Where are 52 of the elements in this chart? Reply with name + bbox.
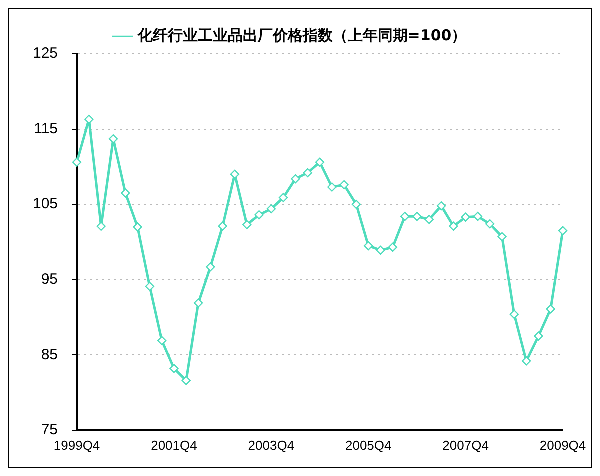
point: [291, 174, 300, 184]
x-tick-label: 2001Q4: [151, 438, 198, 453]
point: [376, 246, 386, 256]
x-tick-label: 2009Q4: [540, 438, 586, 453]
point: [328, 182, 337, 192]
point: [449, 222, 458, 231]
point: [170, 364, 179, 374]
point: [498, 232, 507, 242]
point: [182, 376, 191, 386]
x-tick-label: 2003Q4: [248, 438, 295, 453]
point: [412, 212, 422, 222]
point: [436, 201, 446, 211]
point: [558, 226, 568, 236]
point: [388, 242, 398, 252]
point: [266, 204, 276, 214]
point: [522, 356, 532, 366]
point: [424, 215, 434, 224]
point: [121, 188, 130, 198]
point: [206, 262, 216, 272]
x-tick-label: 2005Q4: [345, 438, 392, 453]
point: [352, 200, 362, 210]
legend-label: 化纤行业工业品出厂价格指数（上年同期=100）: [136, 26, 467, 44]
point: [340, 180, 349, 190]
point: [400, 212, 410, 222]
point: [278, 193, 288, 202]
point: [364, 241, 374, 251]
point: [157, 336, 167, 346]
y-tick-label: 95: [41, 270, 58, 288]
point: [546, 304, 556, 314]
x-tick-label: 1999Q4: [54, 438, 100, 453]
point: [473, 212, 483, 222]
point: [315, 158, 325, 168]
x-tick-label: 2007Q4: [442, 438, 489, 453]
y-tick-label: 105: [32, 196, 58, 213]
point: [145, 282, 155, 292]
y-tick-label: 125: [32, 45, 58, 62]
point: [486, 220, 495, 229]
y-tick-label: 85: [41, 346, 58, 364]
point: [84, 114, 94, 124]
point: [303, 168, 312, 178]
point: [218, 222, 228, 231]
point: [194, 298, 204, 308]
y-tick-label: 75: [41, 422, 58, 439]
point: [72, 158, 82, 168]
point: [534, 332, 544, 341]
point: [133, 222, 142, 232]
point: [510, 310, 519, 320]
point: [254, 210, 264, 220]
point: [108, 134, 118, 144]
point: [461, 212, 470, 222]
point: [242, 220, 252, 230]
y-tick-label: 115: [34, 120, 58, 138]
